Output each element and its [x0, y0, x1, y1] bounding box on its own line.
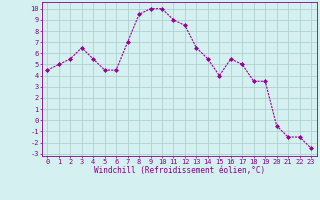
X-axis label: Windchill (Refroidissement éolien,°C): Windchill (Refroidissement éolien,°C) [94, 166, 265, 175]
